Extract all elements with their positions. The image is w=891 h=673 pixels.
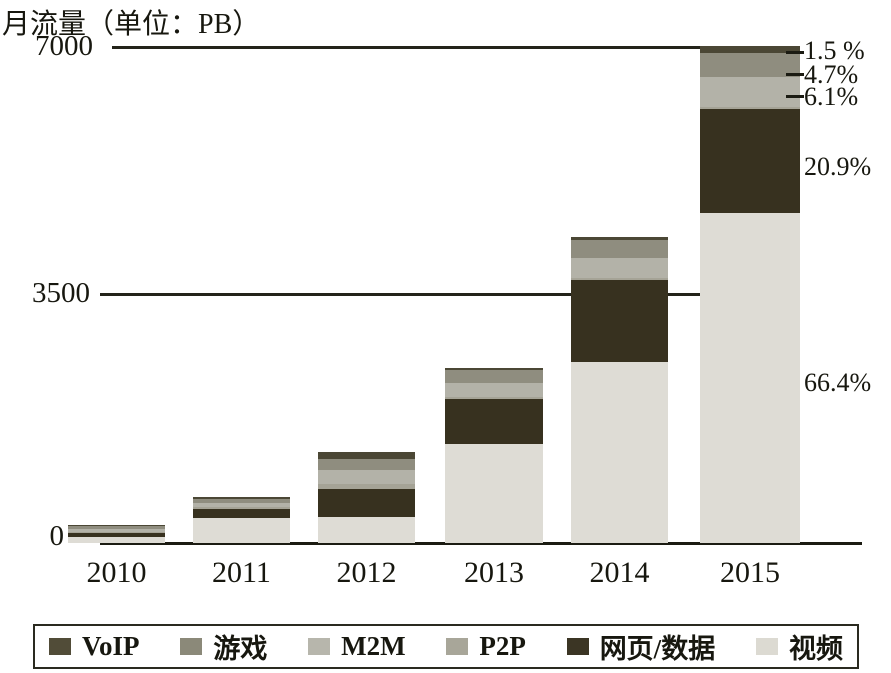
bar-2015 bbox=[700, 46, 800, 543]
bar-segment-voip bbox=[193, 497, 290, 499]
bar-2014 bbox=[571, 236, 668, 543]
x-label-2014: 2014 bbox=[589, 556, 650, 589]
legend-item: M2M bbox=[308, 631, 406, 662]
leader-line-m2m-pct bbox=[786, 95, 804, 98]
x-label-2011: 2011 bbox=[212, 556, 271, 589]
bar-2011 bbox=[193, 497, 290, 543]
bar-segment-voip bbox=[700, 46, 800, 54]
legend-label: 游戏 bbox=[213, 634, 268, 664]
bar-segment-voip bbox=[68, 524, 165, 526]
bar-segment-m2m bbox=[571, 257, 668, 279]
legend-swatch-icon bbox=[180, 638, 203, 655]
x-label-2010: 2010 bbox=[86, 556, 147, 589]
bar-segment-m2m bbox=[193, 503, 290, 508]
legend-item: 游戏 bbox=[180, 627, 267, 666]
y-axis-tick-7000: 7000 bbox=[35, 30, 93, 62]
bar-segment-video bbox=[700, 212, 800, 543]
bar-segment-p2p bbox=[445, 397, 543, 399]
bar-segment-m2m bbox=[700, 76, 800, 108]
legend-swatch-icon bbox=[49, 638, 71, 655]
legend-item: VoIP bbox=[49, 631, 140, 662]
pct-label-m2m: 6.1% bbox=[804, 82, 859, 111]
x-label-2012: 2012 bbox=[336, 556, 397, 589]
y-axis-tick-0: 0 bbox=[49, 520, 65, 552]
x-label-2015: 2015 bbox=[720, 556, 780, 589]
bar-segment-video bbox=[571, 361, 668, 543]
x-label-2013: 2013 bbox=[464, 556, 524, 589]
bar-2013 bbox=[445, 367, 543, 543]
bar-segment-video bbox=[318, 517, 415, 543]
legend-item: P2P bbox=[446, 631, 526, 662]
leader-line-voip-pct bbox=[786, 51, 804, 54]
leader-line-games-pct bbox=[786, 73, 804, 76]
bar-2010 bbox=[68, 524, 165, 543]
bar-segment-web-data bbox=[68, 533, 165, 538]
legend-item: 视频 bbox=[756, 627, 843, 666]
bar-segment-games bbox=[318, 459, 415, 470]
legend-label: 视频 bbox=[789, 634, 843, 664]
bar-segment-web-data bbox=[445, 398, 543, 444]
legend-label: P2P bbox=[479, 631, 526, 661]
bar-segment-video bbox=[445, 443, 543, 543]
bar-segment-p2p bbox=[571, 278, 668, 281]
pct-label-video: 66.4% bbox=[804, 368, 872, 397]
bar-segment-m2m bbox=[318, 469, 415, 485]
bar-segment-web-data bbox=[193, 508, 290, 519]
pct-label-voip: 1.5 % bbox=[804, 36, 865, 65]
bar-segment-m2m bbox=[445, 382, 543, 398]
bar-segment-games bbox=[445, 370, 543, 383]
pct-label-web-data: 20.9% bbox=[804, 152, 872, 181]
y-axis-tick-3500: 3500 bbox=[32, 277, 90, 309]
gridline-7000 bbox=[112, 46, 700, 49]
bar-segment-video bbox=[68, 537, 165, 543]
pct-label-games: 4.7% bbox=[804, 60, 859, 89]
bar-segment-games bbox=[571, 239, 668, 258]
bar-segment-web-data bbox=[318, 489, 415, 518]
bar-segment-voip bbox=[318, 452, 415, 460]
legend-swatch-icon bbox=[566, 638, 589, 655]
bar-segment-p2p bbox=[193, 507, 290, 509]
bar-segment-p2p bbox=[68, 532, 165, 534]
legend-swatch-icon bbox=[446, 638, 469, 655]
bar-segment-video bbox=[193, 518, 290, 543]
bar-segment-p2p bbox=[700, 107, 800, 110]
bar-segment-m2m bbox=[68, 529, 165, 533]
legend: VoIP 游戏 M2M P2P 网页/数据 视频 bbox=[33, 624, 859, 669]
legend-swatch-icon bbox=[756, 638, 778, 655]
bar-segment-voip bbox=[571, 236, 668, 240]
bar-segment-games bbox=[68, 525, 165, 530]
bar-segment-voip bbox=[445, 367, 543, 371]
legend-label: 网页/数据 bbox=[599, 634, 716, 664]
bar-segment-web-data bbox=[571, 280, 668, 362]
legend-swatch-icon bbox=[308, 638, 331, 655]
bar-segment-web-data bbox=[700, 109, 800, 213]
legend-label: VoIP bbox=[82, 631, 140, 661]
bar-segment-games bbox=[193, 498, 290, 504]
bar-segment-p2p bbox=[318, 484, 415, 489]
bar-segment-games bbox=[700, 53, 800, 77]
chart-title: 月流量（单位：PB） bbox=[2, 9, 261, 40]
legend-label: M2M bbox=[341, 631, 406, 661]
x-axis-line bbox=[100, 542, 862, 545]
gridline-3500 bbox=[100, 293, 700, 296]
bar-2012 bbox=[318, 452, 415, 543]
legend-item: 网页/数据 bbox=[566, 627, 716, 666]
